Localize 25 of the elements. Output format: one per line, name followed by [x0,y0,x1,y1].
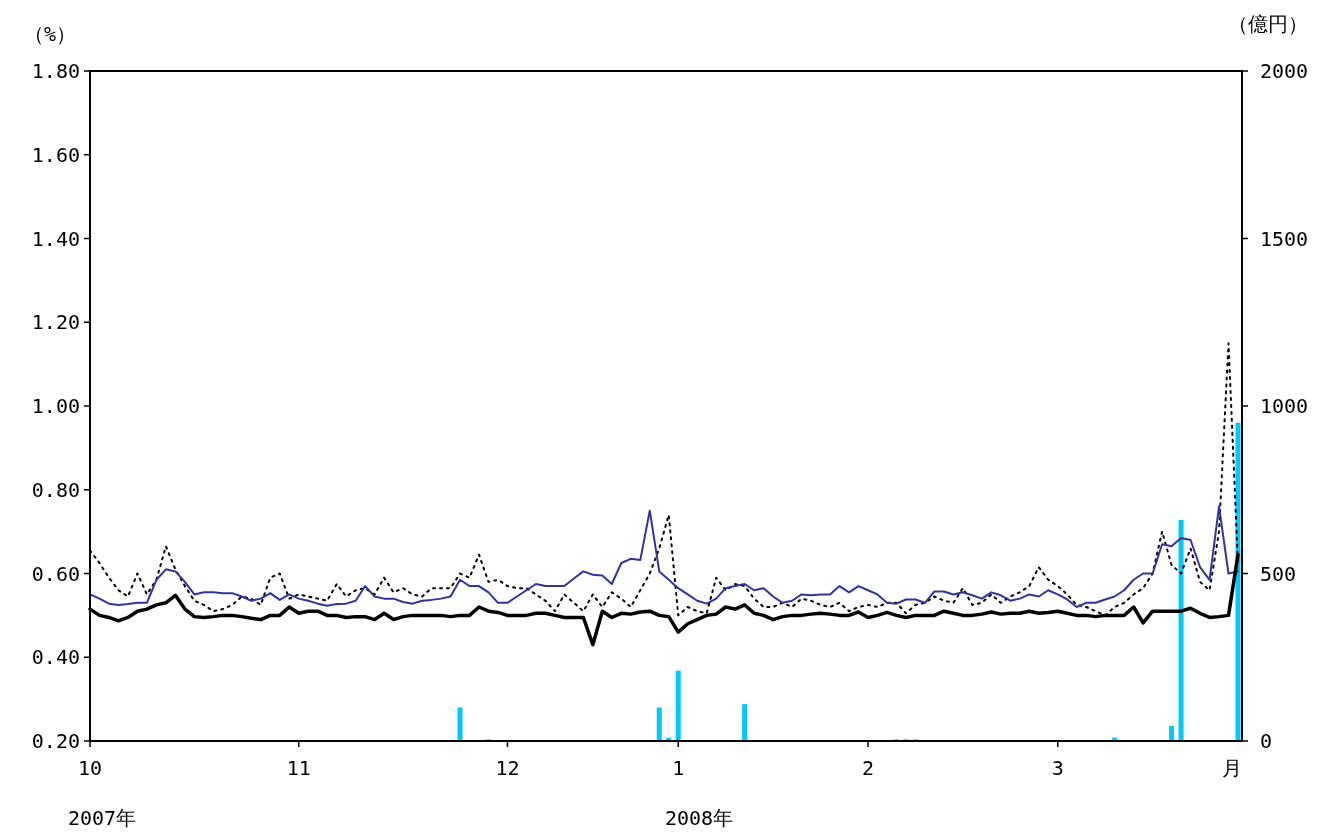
y-tick-label: 1.00 [31,394,80,418]
y2-tick-label: 2000 [1260,59,1309,83]
y2-tick-label: 500 [1260,561,1297,586]
y-tick-label: 0.20 [31,729,80,753]
y-tick-label: 0.40 [31,645,80,670]
x-tick-label: 11 [286,756,311,780]
y2-tick-label: 1000 [1260,394,1309,418]
y-tick-label: 1.40 [31,226,80,251]
y-tick-label: 1.60 [31,142,80,167]
y2-tick-label: 1500 [1260,226,1309,251]
x-tick-label: 1 [672,756,685,780]
y2-tick-label: 0 [1260,729,1273,753]
x-tick-label: 12 [495,756,520,780]
x-tick-label: 3 [1051,756,1064,780]
text: 2007年 [67,806,137,830]
y-tick-label: 1.80 [31,59,80,83]
y-tick-label: 1.20 [31,310,80,335]
x-axis-title: 月 [1222,756,1242,780]
y-tick-label: 0.80 [31,477,80,502]
x-tick-label: 10 [77,756,103,780]
y-axis-title: （%） [23,22,77,46]
text: 2008年 [664,806,734,830]
y-tick-label: 0.60 [31,561,80,586]
x-tick-label: 2 [861,756,875,780]
y2-axis-title: （億円） [1228,12,1308,36]
